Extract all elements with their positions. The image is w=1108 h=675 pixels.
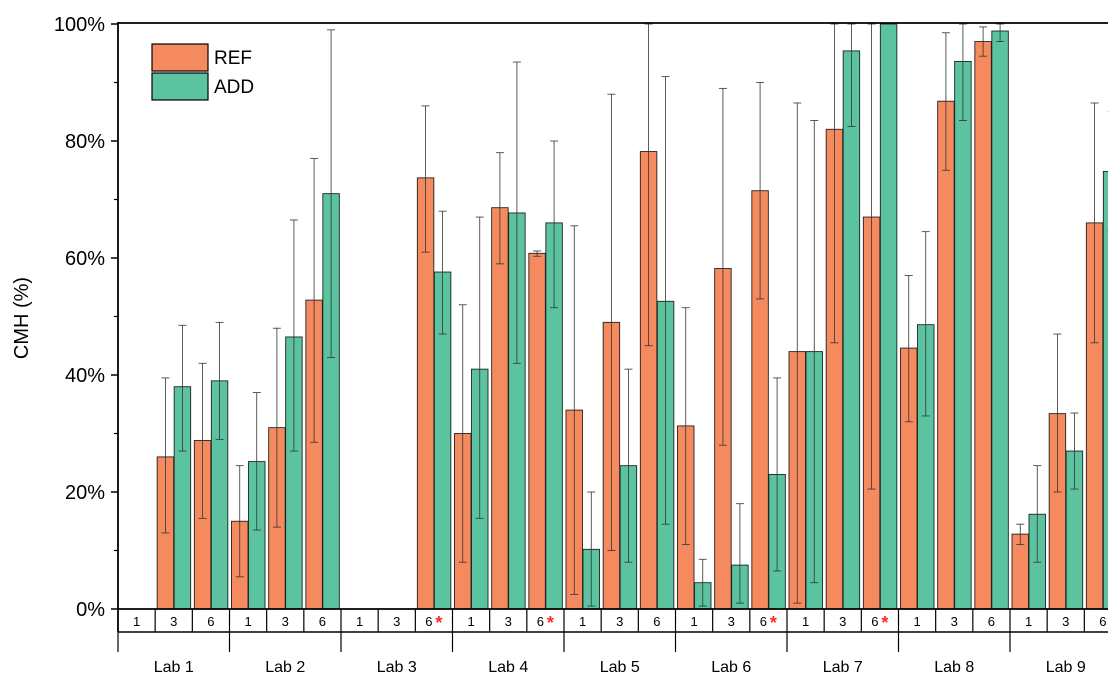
y-axis: 0% 20% 40% 60% 80% 100% xyxy=(54,14,118,621)
category-label: 1 xyxy=(579,614,586,629)
category-label: 1 xyxy=(467,614,474,629)
plot-frame xyxy=(117,22,1108,633)
category-label: 3 xyxy=(1062,614,1069,629)
category-label: 6 xyxy=(207,614,214,629)
category-label: 1 xyxy=(1025,614,1032,629)
bar-ref xyxy=(528,252,546,610)
legend-swatch-add xyxy=(151,72,209,101)
category-label: 3 xyxy=(393,614,400,629)
significance-star: * xyxy=(881,613,888,633)
bar-add xyxy=(954,60,972,610)
group-label: Lab 8 xyxy=(934,659,974,675)
category-label: 3 xyxy=(170,614,177,629)
bar-ref xyxy=(974,41,992,610)
legend-label-add: ADD xyxy=(214,77,254,98)
category-label: 1 xyxy=(356,614,363,629)
legend-label-ref: REF xyxy=(214,48,252,69)
significance-star: * xyxy=(435,613,442,633)
bar-add xyxy=(879,23,898,610)
y-tick-label: 40% xyxy=(65,365,105,387)
group-label: Lab 9 xyxy=(1046,659,1086,675)
category-label: 6 xyxy=(425,614,432,629)
significance-star: * xyxy=(770,613,777,633)
group-label: Lab 6 xyxy=(711,659,751,675)
category-label: 1 xyxy=(244,614,251,629)
category-label: 1 xyxy=(133,614,140,629)
group-label: Lab 3 xyxy=(377,659,417,675)
bar-ref xyxy=(491,207,509,610)
category-label: 6 xyxy=(537,614,544,629)
category-label: 3 xyxy=(839,614,846,629)
category-label: 6 xyxy=(653,614,660,629)
category-label: 3 xyxy=(728,614,735,629)
significance-star: * xyxy=(547,613,554,633)
category-label: 6 xyxy=(1099,614,1106,629)
group-label: Lab 2 xyxy=(265,659,305,675)
bar-add xyxy=(842,50,861,610)
group-label: Lab 5 xyxy=(600,659,640,675)
category-label: 1 xyxy=(913,614,920,629)
category-label: 6 xyxy=(319,614,326,629)
category-label: 6 xyxy=(871,614,878,629)
y-tick-label: 0% xyxy=(76,599,105,621)
legend: REF ADD xyxy=(151,43,254,101)
bars xyxy=(156,23,1108,610)
group-label: Lab 1 xyxy=(154,659,194,675)
category-row: 1 3 6 1 3 6 1 3 6 * 1 3 6 * 1 3 6 1 3 6 * 1 3 6 * 1 3 6 1 3 6 xyxy=(133,609,1107,633)
y-tick-label: 20% xyxy=(65,482,105,504)
category-label: 3 xyxy=(951,614,958,629)
category-label: 1 xyxy=(802,614,809,629)
category-label: 6 xyxy=(988,614,995,629)
category-label: 6 xyxy=(760,614,767,629)
category-label: 1 xyxy=(690,614,697,629)
group-label: Lab 7 xyxy=(823,659,863,675)
y-tick-label: 60% xyxy=(65,248,105,270)
y-tick-label: 80% xyxy=(65,131,105,153)
group-label: Lab 4 xyxy=(488,659,528,675)
group-row: Lab 1 Lab 2 Lab 3 Lab 4 Lab 5 Lab 6 Lab 7 Lab 8… xyxy=(117,632,1086,675)
bar-ref xyxy=(1011,533,1029,610)
error-bars xyxy=(161,23,1108,607)
category-label: 3 xyxy=(282,614,289,629)
legend-swatch-ref xyxy=(151,43,209,72)
category-label: 3 xyxy=(505,614,512,629)
y-axis-title: CMH (%) xyxy=(11,277,33,359)
category-label: 3 xyxy=(616,614,623,629)
y-tick-label: 100% xyxy=(54,14,105,36)
bar-ref xyxy=(937,100,955,610)
bar-add xyxy=(991,30,1009,610)
bar-add xyxy=(1102,170,1108,610)
